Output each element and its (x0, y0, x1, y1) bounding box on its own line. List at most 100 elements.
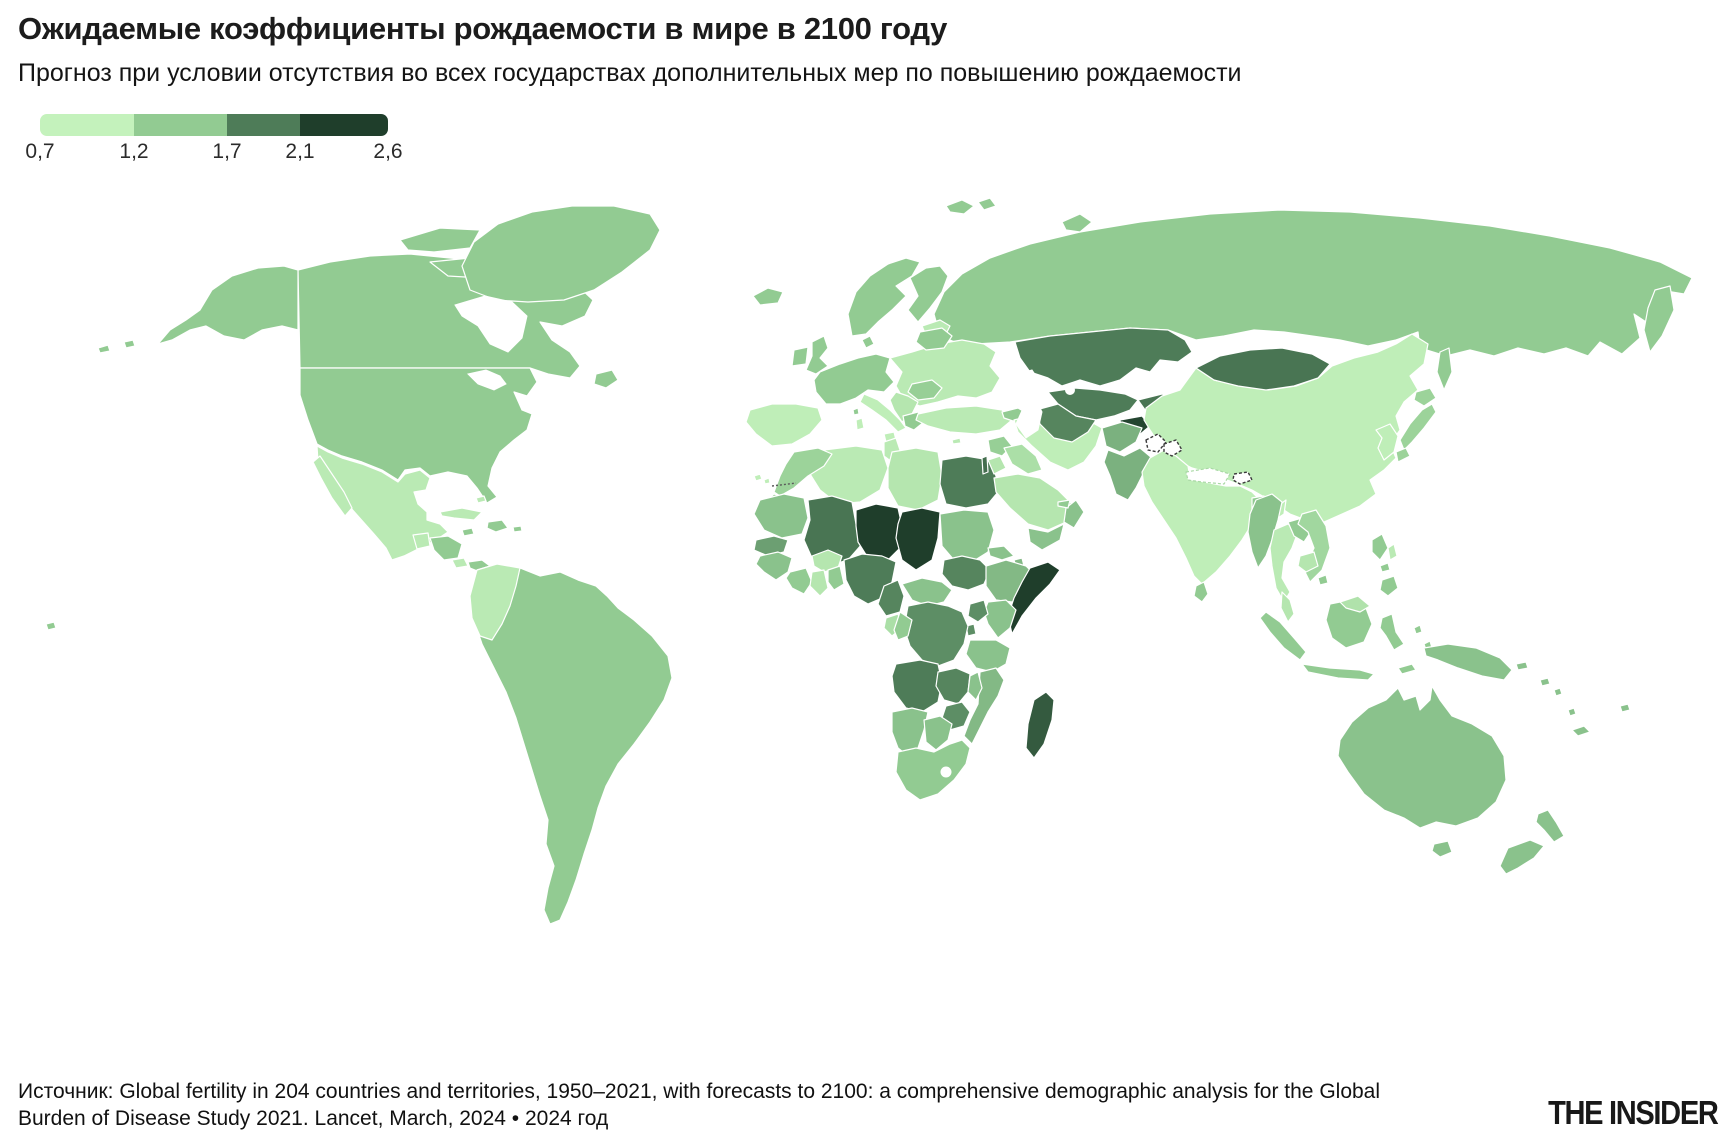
islands-novaya-zemlya (1061, 213, 1093, 233)
legend-swatch-4 (300, 114, 388, 136)
islands-fiji (1619, 703, 1631, 713)
island-sardinia (855, 417, 865, 431)
legend-tick-1: 0,7 (25, 140, 55, 163)
island-newfoundland (593, 369, 619, 389)
country-turkey (915, 405, 1013, 435)
country-japan-hokkaido (1413, 387, 1437, 407)
country-cambodia (1297, 551, 1319, 573)
island-timor (1397, 663, 1417, 675)
aral-sea-water (1065, 385, 1075, 395)
country-somalia (1007, 561, 1061, 635)
color-legend: 0,7 1,2 1,7 2,1 2,6 (25, 114, 403, 164)
country-romania (907, 379, 943, 401)
country-finland (907, 265, 949, 323)
territory-kashmir-east-nodata (1163, 439, 1183, 457)
island-puerto-rico (512, 525, 523, 533)
country-iceland (752, 287, 784, 306)
legend-swatch-2 (134, 114, 227, 136)
region-malaysia-borneo (1339, 595, 1371, 613)
island-hainan (1317, 574, 1329, 586)
islands-vanuatu (1567, 707, 1577, 717)
country-italy (859, 393, 907, 433)
country-senegal (753, 535, 789, 557)
legend-bar (40, 114, 388, 136)
island-jamaica (461, 527, 475, 537)
country-nepal-nodata (1185, 467, 1231, 485)
islands-svalbard-2 (977, 197, 997, 211)
country-chad (895, 507, 941, 571)
country-japan-kyushu (1395, 447, 1411, 463)
brand-logo: THE INSIDER (1548, 1094, 1720, 1131)
islands-canary (753, 473, 771, 485)
country-norway-sweden (847, 257, 921, 337)
island-sumatra (1259, 611, 1307, 661)
country-ghana (809, 569, 829, 597)
legend-tick-5: 2,6 (373, 140, 403, 163)
country-greenland (461, 205, 661, 303)
islands-svalbard (945, 199, 975, 215)
country-bhutan-nodata (1232, 471, 1253, 485)
continent-south-america (469, 563, 673, 925)
country-kazakhstan (1014, 327, 1193, 387)
country-denmark (861, 335, 875, 349)
island-taiwan (1387, 543, 1398, 561)
island-java (1301, 663, 1375, 681)
country-uganda (967, 599, 989, 623)
country-pakistan (1103, 447, 1153, 501)
country-cuba (439, 507, 483, 521)
country-south-sudan (941, 555, 991, 591)
country-ireland (791, 346, 809, 367)
territory-kashmir-west-nodata (1145, 433, 1167, 453)
country-guatemala (412, 532, 431, 550)
country-russia-sakhalin (1436, 347, 1453, 391)
hudson-bay-water (454, 295, 528, 353)
country-zambia (935, 667, 971, 705)
legend-labels: 0,7 1,2 1,7 2,1 2,6 (25, 140, 402, 164)
country-tanzania (965, 639, 1011, 673)
island-new-britain (1515, 661, 1529, 671)
country-libya (887, 447, 943, 511)
island-pacific-speck (45, 621, 57, 631)
country-philippines-mindanao (1379, 575, 1399, 597)
lake-victoria-water (976, 626, 988, 638)
header: Ожидаемые коэффициенты рождаемости в мир… (18, 10, 1668, 88)
country-canada-arctic-1 (399, 227, 481, 253)
country-new-zealand-north (1535, 809, 1565, 843)
island-tasmania (1431, 840, 1453, 858)
country-eritrea (987, 545, 1015, 561)
country-colombia (469, 563, 521, 641)
country-madagascar (1025, 691, 1055, 759)
island-new-guinea (1423, 643, 1513, 681)
country-jordan (987, 455, 1007, 475)
island-corsica (852, 407, 860, 416)
country-russia-kamchatka (1643, 285, 1675, 353)
country-usa (299, 367, 538, 504)
country-philippines-visayas (1379, 562, 1391, 573)
country-afghanistan (1101, 421, 1143, 453)
country-belarus (915, 327, 953, 351)
country-korea (1375, 423, 1399, 461)
lesotho-outline (940, 766, 952, 778)
country-mozambique (963, 667, 1005, 745)
countries-togo-benin (827, 565, 845, 591)
country-mauritania (753, 493, 809, 539)
country-congo (893, 611, 913, 641)
island-hispaniola (486, 519, 509, 533)
islands-aleutians (97, 339, 136, 354)
countries-iberia (745, 403, 823, 447)
country-niger (855, 503, 903, 563)
island-cyprus (951, 437, 962, 445)
country-russia (933, 209, 1693, 357)
island-sulawesi (1379, 613, 1405, 651)
great-lakes-water (467, 369, 507, 391)
legend-swatch-3 (227, 114, 300, 136)
page-subtitle: Прогноз при условии отсутствия во всех г… (18, 59, 1242, 87)
country-philippines-luzon (1371, 533, 1389, 561)
country-malawi (967, 671, 983, 701)
country-south-africa (895, 739, 971, 801)
legend-swatch-1 (40, 114, 134, 136)
page-title: Ожидаемые коэффициенты рождаемости в мир… (18, 11, 948, 46)
country-japan-honshu (1399, 403, 1437, 451)
country-central-african-republic (901, 577, 953, 607)
